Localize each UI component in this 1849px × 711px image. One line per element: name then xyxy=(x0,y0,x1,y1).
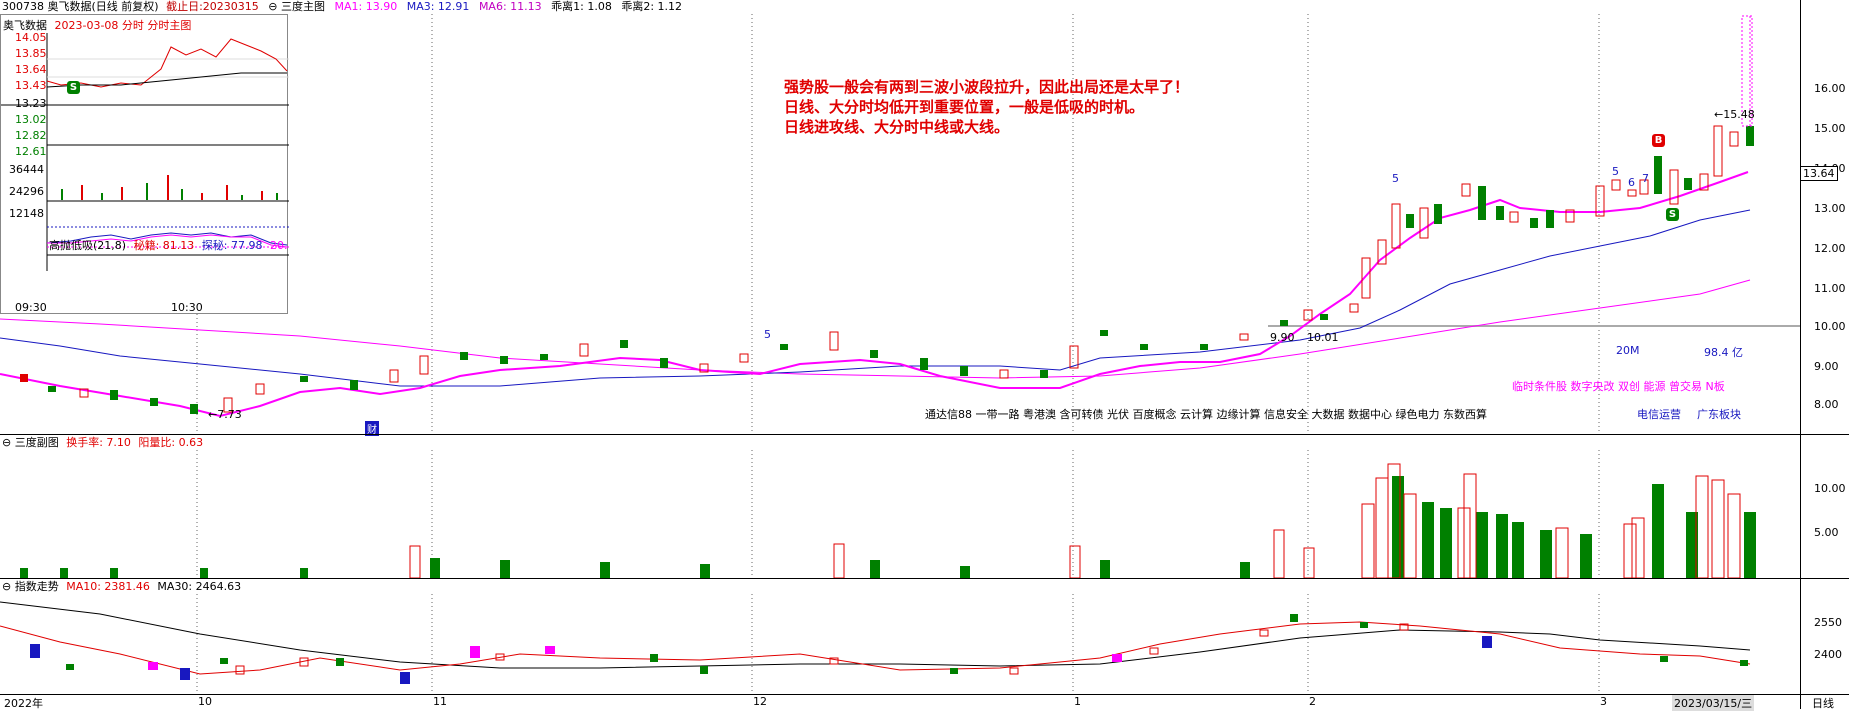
inset-indicator-header: 高抛低吸(21,8) 秘籍: 81.13 探秘: 77.98 20. xyxy=(49,237,287,253)
ma6-value: MA6: 11.13 xyxy=(478,0,542,13)
wave-count-label: 5 xyxy=(764,328,771,341)
axis-tick: 11.00 xyxy=(1814,282,1846,295)
sell-signal-marker[interactable]: S xyxy=(1666,208,1679,221)
buy-signal-marker[interactable]: B xyxy=(1652,134,1665,147)
note-line: 强势股一般会有两到三波小波段拉升，因此出局还是太早了！ xyxy=(784,78,1190,96)
wave-count-label: 5 xyxy=(1612,165,1619,178)
inset-header: 奥飞数据 2023-03-08 分时 分时主图 xyxy=(3,17,191,33)
sub1-divider xyxy=(0,434,1849,435)
finance-report-icon[interactable]: 财 xyxy=(365,421,379,436)
inset-time-start: 09:30 xyxy=(15,301,47,314)
xaxis-month: 3 xyxy=(1600,695,1607,708)
axis-tick: 13.00 xyxy=(1814,202,1846,215)
inset-chart xyxy=(1,33,289,271)
inset-title: 奥飞数据 xyxy=(3,19,47,32)
stock-code-name: 300738 奥飞数据(日线 前复权) xyxy=(2,0,159,13)
note-line: 日线进攻线、大分时中线或大线。 xyxy=(784,118,1010,136)
sub1-title[interactable]: 三度副图 xyxy=(14,436,59,449)
deviation2-value: 乖离2: 1.12 xyxy=(621,0,683,13)
concept-tags: 通达信88 一带一路 粤港澳 含可转债 光伏 百度概念 云计算 边缘计算 信息安… xyxy=(925,408,1487,421)
xaxis-divider xyxy=(0,694,1849,695)
turnover-bars xyxy=(20,450,1756,578)
xaxis-month: 11 xyxy=(433,695,447,708)
sector-guangdong[interactable]: 广东板块 xyxy=(1697,408,1741,421)
wave-count-label: 5 xyxy=(1392,172,1399,185)
cursor-date: 2023/03/15/三 xyxy=(1672,695,1755,711)
inset-time-mid: 10:30 xyxy=(171,301,203,314)
index-trend-chart xyxy=(0,594,1751,694)
volume-ratio-value: 阳量比: 0.63 xyxy=(138,436,204,449)
xaxis-month: 2 xyxy=(1309,695,1316,708)
axis-tick: 10.00 xyxy=(1814,320,1846,333)
period-selector[interactable]: 日线 xyxy=(1812,697,1834,710)
sub1-header: ⊖ 三度副图 换手率: 7.10 阳量比: 0.63 xyxy=(2,436,203,450)
high-price-label: ←15.48 xyxy=(1714,108,1755,121)
note-line: 日线、大分时均低开到重要位置，一般是低吸的时机。 xyxy=(784,98,1145,116)
sub1-axis-tick: 5.00 xyxy=(1814,526,1839,539)
sector-telecom[interactable]: 电信运营 xyxy=(1637,408,1681,421)
axis-tick: 15.00 xyxy=(1814,122,1846,135)
inset-price-tick: 13.23 xyxy=(15,97,47,110)
sub2-axis-tick: 2400 xyxy=(1814,648,1842,661)
ma3-line xyxy=(0,209,1751,387)
turnover-value: 换手率: 7.10 xyxy=(66,436,131,449)
sub2-divider xyxy=(0,578,1849,579)
candlesticks xyxy=(20,15,1754,414)
wave-count-label: 6 xyxy=(1628,176,1635,189)
intraday-inset-panel[interactable]: 奥飞数据 2023-03-08 分时 分时主图 S 14.05 13.85 13… xyxy=(0,14,289,314)
chart-header: 300738 奥飞数据(日线 前复权) 截止日:20230315 ⊖ 三度主图 … xyxy=(2,0,682,14)
deviation1-value: 乖离1: 1.08 xyxy=(551,0,612,13)
ma6-line xyxy=(0,279,1751,379)
indicator-name: 高抛低吸(21,8) xyxy=(49,239,127,252)
inset-price-tick: 12.82 xyxy=(15,129,47,142)
xaxis-month: 12 xyxy=(753,695,767,708)
price-990-label: 9.90 xyxy=(1270,331,1295,344)
axis-tick: 9.00 xyxy=(1814,360,1839,373)
xaxis-year: 2022年 xyxy=(4,697,43,710)
low-price-label: ←7.73 xyxy=(208,408,242,421)
sub1-axis-tick: 10.00 xyxy=(1814,482,1846,495)
collapse-icon[interactable]: ⊖ xyxy=(268,0,278,13)
inset-volume-tick: 12148 xyxy=(9,207,44,220)
axis-tick: 8.00 xyxy=(1814,398,1839,411)
inset-volume-tick: 24296 xyxy=(9,185,44,198)
sub2-axis-tick: 2550 xyxy=(1814,616,1842,629)
inset-price-tick: 13.43 xyxy=(15,79,47,92)
ma1-value: MA1: 13.90 xyxy=(334,0,398,13)
ma3-value: MA3: 12.91 xyxy=(406,0,470,13)
index-ma10-value: MA10: 2381.46 xyxy=(66,580,150,593)
inset-price-tick: 12.61 xyxy=(15,145,47,158)
main-price-chart[interactable] xyxy=(0,14,1800,434)
current-price-tag: 13.64 xyxy=(1800,166,1838,181)
indicator-value: 秘籍: 81.13 xyxy=(133,239,195,252)
analysis-note: 强势股一般会有两到三波小波段拉升，因此出局还是太早了！ 日线、大分时均低开到重要… xyxy=(784,77,1189,137)
volume-label: 20M xyxy=(1616,344,1640,357)
deadline-date: 截止日:20230315 xyxy=(166,0,259,13)
sub2-header: ⊖ 指数走势 MA10: 2381.46 MA30: 2464.63 xyxy=(2,580,241,594)
indicator-value: 探秘: 77.98 xyxy=(201,239,263,252)
indicator-value: 20. xyxy=(269,239,288,252)
index-ma30-value: MA30: 2464.63 xyxy=(157,580,242,593)
inset-price-tick: 13.85 xyxy=(15,47,47,60)
sub2-title[interactable]: 指数走势 xyxy=(14,580,59,593)
inset-volume-tick: 36444 xyxy=(9,163,44,176)
xaxis-month: 1 xyxy=(1074,695,1081,708)
inset-subtitle: 2023-03-08 分时 分时主图 xyxy=(54,19,192,32)
price-1001-label: 10.01 xyxy=(1307,331,1339,344)
axis-tick: 12.00 xyxy=(1814,242,1846,255)
condition-tags: 临时条件股 数字央改 双创 能源 曾交易 N板 xyxy=(1512,380,1725,393)
inset-price-tick: 13.64 xyxy=(15,63,47,76)
collapse-icon[interactable]: ⊖ xyxy=(2,580,12,593)
collapse-icon[interactable]: ⊖ xyxy=(2,436,12,449)
axis-tick: 16.00 xyxy=(1814,82,1846,95)
market-cap-label: 98.4 亿 xyxy=(1704,346,1743,359)
right-axis-border xyxy=(1800,0,1801,709)
inset-sell-marker: S xyxy=(67,81,80,94)
inset-price-tick: 13.02 xyxy=(15,113,47,126)
ma1-line xyxy=(0,171,1749,418)
main-chart-label[interactable]: 三度主图 xyxy=(281,0,325,13)
xaxis-month: 10 xyxy=(198,695,212,708)
inset-price-tick: 14.05 xyxy=(15,31,47,44)
wave-count-label: 7 xyxy=(1642,172,1649,185)
